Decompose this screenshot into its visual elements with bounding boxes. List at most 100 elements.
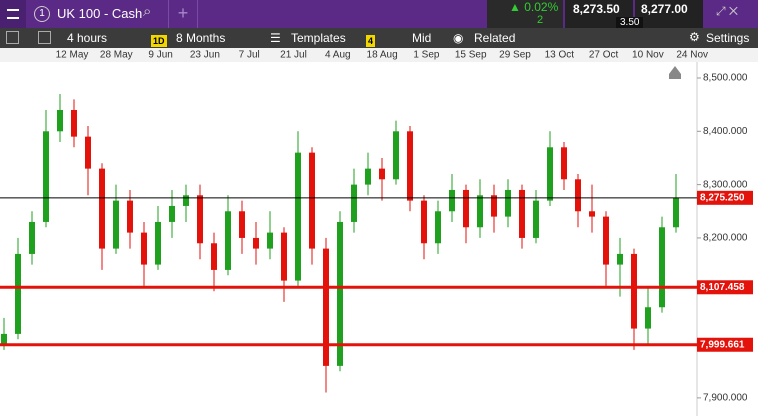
candle-body [155,221,161,265]
change-pts: 2 [537,14,544,26]
candle-body [211,243,217,270]
candle-body [491,195,497,217]
candle-body [407,131,413,201]
price-level-label: 8,107.458 [700,282,745,293]
candle-body [281,232,287,281]
candle-body [365,168,371,185]
candle-body [253,237,259,249]
date-label: 1 Sep [413,50,440,61]
date-label: 23 Jun [190,50,220,61]
date-label: 21 Jul [280,50,307,61]
date-label: 28 May [100,50,133,61]
range[interactable]: 8 Months [176,31,226,45]
candle-body [379,168,385,180]
candle-body [477,195,483,228]
y-tick-label: 7,900.000 [703,393,748,404]
date-axis-bg [0,48,758,62]
candle-body [239,211,245,238]
interval-badge: 1D [151,33,167,47]
candle-body [225,211,231,270]
buy-price: 8,277.00 [641,2,688,16]
date-label: 24 Nov [676,50,708,61]
price-type[interactable]: Mid [412,31,432,45]
sell-button[interactable]: 8,273.50 [565,0,633,28]
date-label: 27 Oct [589,50,619,61]
candle-body [645,307,651,329]
candle-body [57,109,63,132]
candle-body [561,147,567,180]
interval[interactable]: 4 hours [67,31,108,45]
buy-button[interactable]: 8,277.00 [635,0,703,28]
date-label: 29 Sep [499,50,531,61]
candle-body [351,184,357,222]
top-bar: 1 UK 100 - Cash ⌕ + ▲ 0.02% 2 8,273.50 8… [0,0,758,28]
change-pct-value: 0.02% [524,0,559,14]
templates[interactable]: Templates [291,31,346,45]
change-box: ▲ 0.02% 2 [487,0,563,28]
tab-number: 1 [34,6,50,22]
related[interactable]: Related [474,31,516,45]
price-level-tag [697,280,753,295]
candle-body [617,253,623,265]
candle-body [547,147,553,201]
candle-body [533,200,539,238]
candle-body [659,227,665,308]
candle-body [435,211,441,244]
add-tab[interactable]: + [168,0,198,28]
candle-body [603,216,609,265]
date-label: 13 Oct [545,50,575,61]
y-tick-label: 8,400.000 [703,126,748,137]
price-level-tag [697,190,753,205]
price-level-label: 8,275.250 [700,192,745,203]
y-tick-label: 8,200.000 [703,233,748,244]
settings[interactable]: Settings [706,31,750,45]
chart: 12 May 28 May 9 Jun 23 Jun 7 Jul 21 Jul 4 Aug 1… [0,48,758,416]
badge: 4 [366,35,376,47]
current-marker [669,74,681,79]
candle-body [463,189,469,228]
candle-body [127,200,133,233]
date-label: 15 Sep [455,50,487,61]
date-label: 10 Nov [632,50,664,61]
search-icon[interactable]: ⌕ [143,3,152,20]
candle-body [421,200,427,244]
candle-body [295,152,301,281]
candle-body [267,232,273,249]
layout-icon[interactable] [6,31,19,44]
templates-icon[interactable]: ☰ [270,31,281,45]
candle-body [673,197,679,228]
date-label: 7 Jul [239,50,260,61]
candle-body [29,221,35,254]
instrument-name[interactable]: UK 100 - Cash [57,6,143,21]
date-label: 9 Jun [148,50,172,61]
candle-body [141,232,147,265]
candle-body [575,179,581,212]
date-label: 4 Aug [325,50,351,61]
candle-body [337,221,343,366]
candle-body [1,333,7,345]
candle-body [393,131,399,180]
sell-price: 8,273.50 [573,2,620,16]
related-icon[interactable]: ◉ [453,31,464,45]
y-tick-label: 8,500.000 [703,73,748,84]
candle-body [113,200,119,249]
toolbar: 4 hours 1D 8 Months ☰ Templates 4 Mid ◉ … [0,28,758,48]
candle-body [505,189,511,217]
candle-body [169,205,175,222]
date-label: 18 Aug [367,50,398,61]
candle-body [15,253,21,334]
menu-button[interactable] [0,0,26,28]
candle-body [323,248,329,366]
price-level-label: 7,999.661 [700,339,745,350]
settings-icon[interactable]: ⚙ [689,30,700,44]
candle-body [631,253,637,329]
window-controls[interactable]: ⤢ ✕ [716,4,739,18]
candle-body [449,189,455,212]
spread: 3.50 [616,17,644,28]
grid-icon[interactable] [38,31,51,44]
candle-body [197,195,203,244]
candle-body [589,211,595,217]
change-pct: ▲ 0.02% [509,0,559,14]
price-level-tag [697,337,753,352]
candle-body [183,195,189,206]
